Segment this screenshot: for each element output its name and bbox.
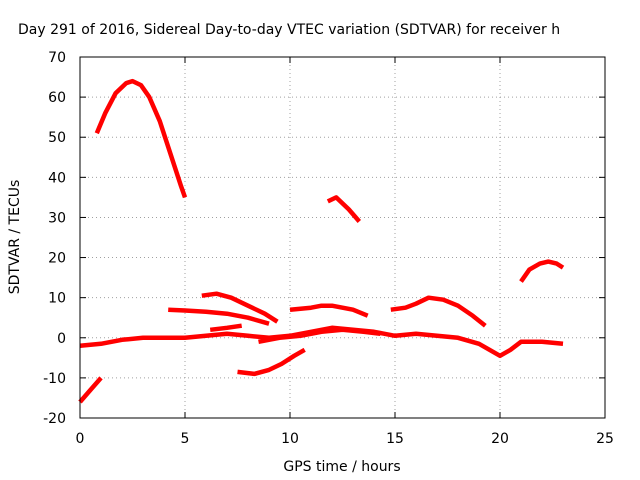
y-tick-label: 50: [48, 130, 66, 146]
grid-layer: [80, 57, 605, 418]
y-tick-label: 40: [48, 170, 66, 186]
x-tick-label: 25: [596, 431, 614, 447]
y-tick-label: 0: [57, 331, 66, 347]
series-line-s9: [289, 303, 369, 318]
x-axis-label: GPS time / hours: [283, 459, 400, 475]
y-axis-label: SDTVAR / TECUs: [7, 180, 23, 295]
series-line-s8: [258, 327, 381, 345]
chart-title: Day 291 of 2016, Sidereal Day-to-day VTE…: [18, 22, 560, 38]
x-tick-label: 20: [491, 431, 509, 447]
plot-frame: [79, 56, 606, 419]
series-line-s5: [201, 291, 279, 324]
x-tick-label: 5: [181, 431, 190, 447]
tick-layer: 0 5 10 15 20 25 -20 -10 0 10 20 30 40 50 60 70: [43, 50, 614, 447]
series-line-s10: [326, 195, 361, 223]
y-tick-label: -10: [43, 371, 66, 387]
series-layer: [78, 78, 565, 404]
y-tick-label: -20: [43, 411, 66, 427]
y-tick-label: 10: [48, 291, 66, 307]
y-tick-label: 20: [48, 251, 66, 267]
x-tick-label: 15: [386, 431, 404, 447]
series-line-s7: [237, 347, 306, 377]
x-tick-label: 0: [76, 431, 85, 447]
series-line-s12: [519, 259, 565, 283]
series-line-s6: [209, 323, 243, 333]
series-line-s1: [78, 376, 103, 404]
series-line-s11: [390, 295, 487, 328]
y-tick-label: 30: [48, 210, 66, 226]
x-tick-label: 10: [281, 431, 299, 447]
y-tick-label: 60: [48, 90, 66, 106]
series-line-s4: [168, 307, 270, 326]
y-tick-label: 70: [48, 50, 66, 66]
series-line-s2: [94, 78, 188, 199]
